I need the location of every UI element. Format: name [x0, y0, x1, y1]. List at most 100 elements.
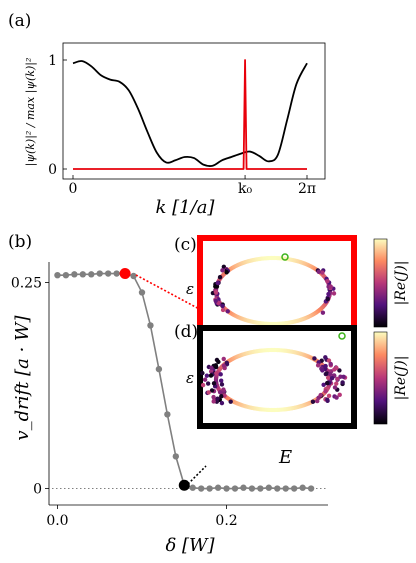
- connector-d: [187, 465, 207, 485]
- data-point: [96, 270, 103, 277]
- inset-d-scatter-dot: [328, 361, 333, 367]
- inset-d-scatter-dot: [209, 365, 214, 371]
- inset-d-scatter-dot: [221, 387, 226, 392]
- inset-d-scatter-dot: [221, 363, 227, 368]
- inset-d-marker: [338, 332, 346, 340]
- inset-c-scatter-dot: [328, 284, 333, 289]
- inset-c-scatter-dot: [331, 291, 337, 296]
- inset-d-scatter-dot: [312, 356, 317, 361]
- inset-d-scatter-dot: [323, 355, 328, 360]
- inset-d-scatter-dot: [204, 373, 210, 378]
- inset-d-scatter-dot: [219, 394, 224, 399]
- data-point: [88, 271, 95, 278]
- inset-d-scatter-dot: [323, 363, 328, 369]
- data-point: [231, 485, 239, 492]
- inset-c-scatter-dot: [325, 296, 330, 302]
- inset-d-scatter-dot: [202, 377, 208, 382]
- inset-c-scatter-dot: [325, 279, 330, 284]
- panel-a-xtick-label: 0: [69, 181, 78, 197]
- inset-d-scatter-dot: [337, 392, 342, 398]
- inset-d-scatter-dot: [334, 381, 339, 386]
- inset-d-scatter-dot: [325, 397, 330, 402]
- inset-d-scatter-dot: [224, 360, 229, 366]
- inset-d-scatter-dot: [211, 381, 217, 386]
- panel-a-frame: [62, 42, 326, 180]
- panel-b-ytick-label: 0.25: [11, 276, 42, 292]
- data-point: [197, 485, 205, 492]
- panel-label-b: (b): [8, 232, 32, 252]
- colorbar-d: [373, 331, 388, 425]
- inset-d-scatter-dot: [332, 367, 337, 372]
- data-point: [307, 485, 315, 492]
- inset-d-scatter-dot: [206, 390, 211, 395]
- connector-c: [135, 274, 204, 312]
- data-point: [223, 485, 230, 492]
- colorbar-d-label: |Re(J)|: [393, 356, 409, 401]
- inset-c-scatter-dot: [220, 307, 226, 313]
- data-point: [189, 484, 196, 491]
- inset-c-scatter-dot: [316, 269, 321, 274]
- data-point: [79, 271, 87, 278]
- inset-d-scatter-dot: [325, 375, 331, 380]
- inset-d-scatter-dot: [332, 385, 338, 390]
- highlight-point-c: [119, 268, 131, 280]
- panel-a-xlabel: k [1/a]: [156, 197, 216, 218]
- inset-d-scatter-dot: [334, 395, 339, 400]
- inset-d-scatter-dot: [208, 373, 214, 378]
- data-point: [113, 270, 120, 277]
- inset-c-scatter-dot: [220, 268, 225, 273]
- inset-d: ε E |Re(J)|: [186, 325, 409, 468]
- inset-d-scatter-dot: [341, 374, 346, 380]
- inset-d-scatter-dot: [200, 382, 206, 388]
- inset-d-scatter-dot: [216, 359, 221, 365]
- inset-d-scatter-dot: [209, 388, 215, 393]
- inset-d-scatter-dot: [323, 389, 328, 394]
- svg-text:|ψ(k)|² / max |ψ(k)|²: |ψ(k)|² / max |ψ(k)|²: [24, 58, 38, 167]
- data-point: [164, 411, 171, 418]
- series-black-line: [72, 60, 308, 167]
- inset-d-scatter-dot: [328, 372, 333, 377]
- panel-a-xtick-label: k₀: [238, 181, 252, 197]
- data-point: [240, 484, 247, 491]
- data-point: [71, 271, 78, 278]
- data-point: [130, 272, 137, 280]
- inset-d-scatter-dot: [326, 393, 332, 399]
- data-point: [257, 485, 264, 492]
- inset-c-scatter-dot: [215, 280, 220, 286]
- inset-d-xlabel: E: [278, 447, 292, 468]
- inset-d-scatter-dot: [211, 399, 216, 404]
- inset-d-scatter-dot: [221, 356, 226, 362]
- panel-b-xlabel: δ [W]: [165, 535, 215, 556]
- inset-c: ε |Re(J)|: [186, 235, 409, 339]
- data-point: [248, 485, 256, 492]
- inset-d-scatter-dot: [219, 378, 224, 383]
- panel-label-d: (d): [174, 322, 198, 342]
- svg-text:v_drift [a · W]: v_drift [a · W]: [12, 314, 33, 440]
- panel-b-chart: 0.0 0.2 0 0.25 δ [W] v_drift [a · W]: [11, 262, 328, 556]
- panel-a-ytick-label: 0: [48, 162, 57, 178]
- inset-d-scatter-dot: [324, 371, 330, 376]
- inset-c-marker: [281, 253, 289, 261]
- inset-c-scatter-dot: [220, 303, 225, 309]
- colorbar-c: [373, 238, 388, 328]
- inset-c-scatter-dot: [213, 289, 219, 295]
- data-point: [206, 485, 213, 492]
- data-point: [274, 485, 281, 492]
- inset-d-scatter-dot: [337, 368, 342, 373]
- data-point: [147, 322, 154, 329]
- inset-d-scatter-dot: [215, 396, 220, 401]
- inset-c-scatter-dot: [225, 309, 230, 314]
- data-point: [138, 289, 146, 296]
- data-point: [54, 271, 61, 279]
- inset-d-scatter-dot: [218, 372, 223, 377]
- inset-c-scatter-dot: [326, 291, 331, 297]
- inset-d-scatter-dot: [329, 375, 335, 381]
- inset-d-scatter-dot: [228, 399, 233, 404]
- data-point: [155, 365, 163, 373]
- inset-c-scatter-dot: [214, 284, 220, 289]
- data-point: [172, 453, 180, 460]
- inset-d-scatter-dot: [219, 382, 225, 387]
- inset-d-scatter-dot: [324, 380, 330, 386]
- panel-a-ytick-label: 1: [48, 53, 57, 69]
- panel-b-xtick-label: 0.2: [215, 513, 237, 529]
